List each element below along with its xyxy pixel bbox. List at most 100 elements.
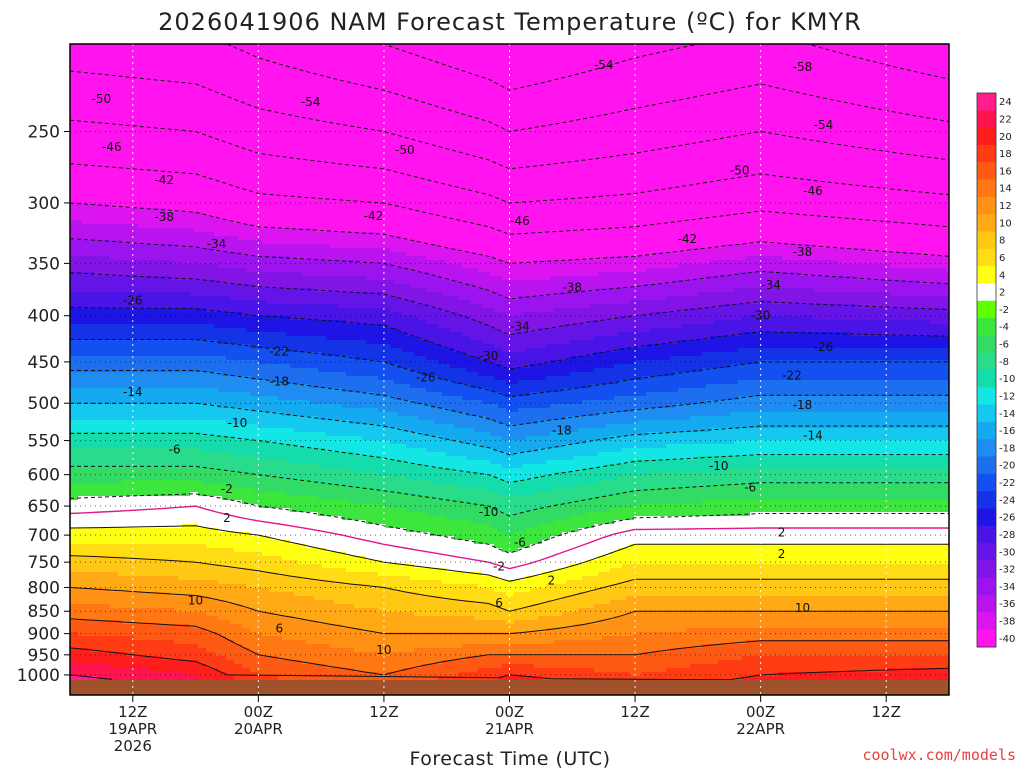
field-cell	[350, 584, 355, 605]
field-cell	[214, 656, 219, 669]
field-cell	[318, 44, 323, 233]
field-cell	[346, 500, 351, 521]
field-cell	[598, 656, 603, 673]
field-cell	[114, 432, 119, 449]
field-cell	[606, 272, 611, 289]
field-cell	[246, 504, 251, 533]
field-cell	[694, 308, 699, 325]
field-cell	[334, 304, 339, 321]
field-cell	[258, 536, 263, 553]
field-cell	[462, 316, 467, 337]
field-cell	[458, 472, 463, 489]
field-cell	[646, 476, 651, 489]
field-cell	[162, 480, 167, 497]
field-cell	[122, 636, 127, 653]
field-cell	[682, 580, 687, 597]
field-cell	[718, 444, 723, 457]
field-cell	[594, 656, 599, 673]
field-cell	[382, 440, 387, 461]
field-cell	[662, 580, 667, 597]
field-cell	[434, 536, 439, 569]
field-cell	[214, 356, 219, 373]
field-cell	[562, 44, 567, 261]
field-cell	[546, 668, 551, 681]
field-cell	[278, 44, 283, 229]
field-cell	[530, 576, 535, 589]
field-cell	[274, 412, 279, 429]
field-cell	[482, 604, 487, 621]
field-cell	[362, 292, 367, 309]
field-cell	[566, 376, 571, 389]
field-cell	[710, 484, 715, 501]
field-cell	[634, 44, 639, 257]
field-cell	[394, 460, 399, 477]
field-cell	[282, 400, 287, 417]
field-cell	[130, 356, 135, 373]
field-cell	[86, 572, 91, 589]
field-cell	[730, 612, 735, 629]
field-cell	[526, 396, 531, 409]
field-cell	[266, 44, 271, 229]
field-cell	[334, 584, 339, 605]
field-cell	[690, 248, 695, 265]
field-cell	[318, 516, 323, 549]
field-cell	[682, 516, 687, 545]
field-cell	[374, 440, 379, 457]
field-cell	[150, 292, 155, 309]
field-cell	[418, 580, 423, 597]
field-cell	[446, 536, 451, 573]
field-cell	[434, 392, 439, 409]
field-cell	[418, 512, 423, 533]
field-cell	[550, 260, 555, 277]
field-cell	[426, 360, 431, 377]
field-cell	[390, 348, 395, 365]
field-cell	[610, 620, 615, 637]
field-cell	[518, 532, 523, 549]
field-cell	[202, 44, 207, 217]
field-cell	[330, 248, 335, 261]
field-cell	[222, 268, 227, 285]
field-cell	[722, 276, 727, 293]
field-cell	[90, 44, 95, 205]
field-cell	[70, 544, 75, 557]
field-cell	[294, 640, 299, 661]
field-cell	[138, 640, 143, 657]
field-cell	[346, 340, 351, 357]
field-cell	[566, 640, 571, 657]
field-cell	[394, 284, 399, 297]
field-cell	[726, 384, 731, 401]
field-cell	[486, 388, 491, 405]
field-cell	[94, 572, 99, 589]
field-cell	[246, 588, 251, 609]
field-cell	[430, 376, 435, 393]
field-cell	[134, 432, 139, 449]
field-cell	[98, 544, 103, 557]
field-cell	[746, 44, 751, 245]
field-cell	[186, 480, 191, 497]
field-cell	[674, 432, 679, 445]
field-cell	[718, 472, 723, 485]
field-cell	[542, 380, 547, 393]
field-cell	[330, 340, 335, 357]
field-cell	[538, 588, 543, 605]
field-cell	[674, 296, 679, 313]
field-cell	[342, 648, 347, 669]
field-cell	[174, 480, 179, 497]
field-cell	[246, 316, 251, 333]
field-cell	[194, 308, 199, 325]
field-cell	[90, 528, 95, 545]
field-cell	[718, 500, 723, 517]
field-cell	[86, 372, 91, 389]
field-cell	[562, 504, 567, 521]
field-cell	[150, 608, 155, 625]
field-cell	[418, 420, 423, 433]
field-cell	[298, 660, 303, 681]
field-cell	[482, 324, 487, 345]
field-cell	[290, 544, 295, 561]
field-cell	[346, 408, 351, 421]
field-cell	[502, 632, 507, 645]
field-cell	[658, 408, 663, 421]
field-cell	[586, 324, 591, 341]
field-cell	[730, 352, 735, 365]
field-cell	[570, 488, 575, 505]
